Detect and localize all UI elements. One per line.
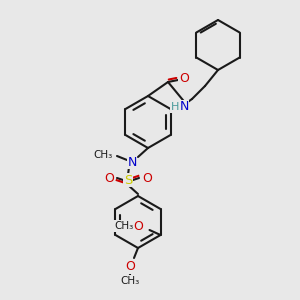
Text: O: O — [104, 172, 114, 184]
Text: O: O — [134, 220, 143, 232]
Text: N: N — [179, 100, 189, 113]
Text: S: S — [124, 173, 132, 187]
Text: CH₃: CH₃ — [93, 150, 112, 160]
Text: CH₃: CH₃ — [114, 221, 133, 231]
Text: O: O — [179, 71, 189, 85]
Text: H: H — [171, 102, 179, 112]
Text: N: N — [127, 155, 137, 169]
Text: CH₃: CH₃ — [120, 276, 140, 286]
Text: O: O — [142, 172, 152, 184]
Text: O: O — [125, 260, 135, 274]
